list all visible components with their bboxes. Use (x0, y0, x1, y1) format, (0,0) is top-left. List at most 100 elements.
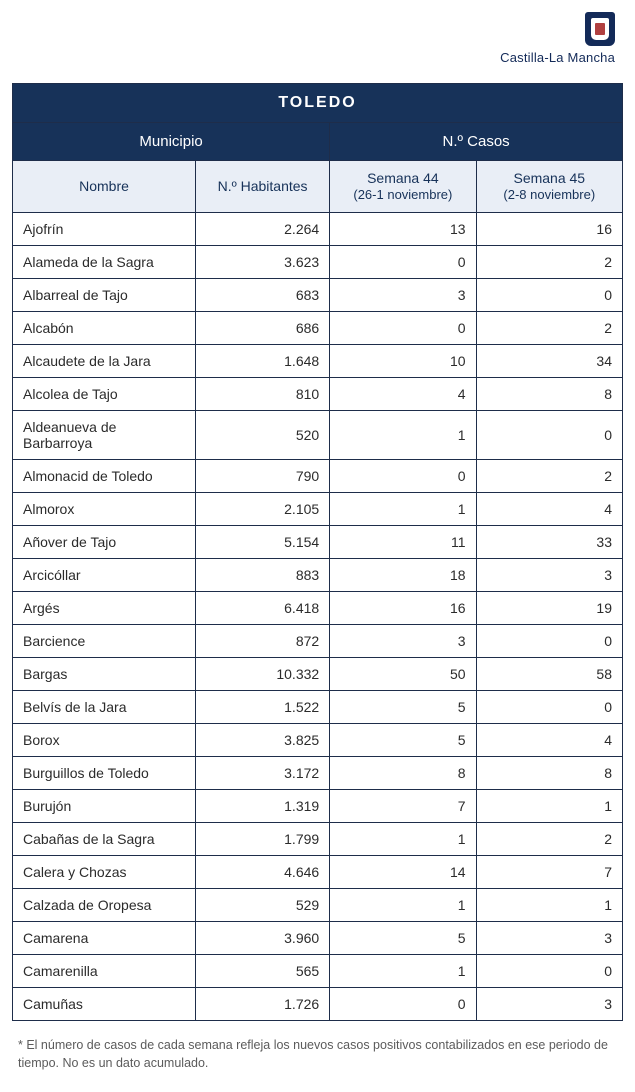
table-row: Borox3.82554 (13, 724, 623, 757)
cell-name: Argés (13, 592, 196, 625)
table-row: Camarenilla56510 (13, 955, 623, 988)
cell-week1: 18 (330, 559, 476, 592)
table-row: Añover de Tajo5.1541133 (13, 526, 623, 559)
cell-week2: 1 (476, 889, 622, 922)
cell-week1: 0 (330, 988, 476, 1021)
cell-pop: 529 (196, 889, 330, 922)
cell-week1: 50 (330, 658, 476, 691)
cell-week1: 0 (330, 460, 476, 493)
cell-pop: 565 (196, 955, 330, 988)
cell-week1: 10 (330, 345, 476, 378)
table-row: Burguillos de Toledo3.17288 (13, 757, 623, 790)
cell-week2: 58 (476, 658, 622, 691)
cell-name: Alcolea de Tajo (13, 378, 196, 411)
cell-name: Albarreal de Tajo (13, 279, 196, 312)
cell-pop: 3.825 (196, 724, 330, 757)
cell-week1: 3 (330, 625, 476, 658)
cell-week2: 0 (476, 279, 622, 312)
table-row: Burujón1.31971 (13, 790, 623, 823)
table-row: Calzada de Oropesa52911 (13, 889, 623, 922)
table-head: TOLEDO Municipio N.º Casos Nombre N.º Ha… (13, 84, 623, 213)
cell-name: Burujón (13, 790, 196, 823)
table-row: Camuñas1.72603 (13, 988, 623, 1021)
cell-pop: 1.319 (196, 790, 330, 823)
cell-pop: 686 (196, 312, 330, 345)
cell-week1: 0 (330, 312, 476, 345)
cell-week1: 0 (330, 246, 476, 279)
cell-week1: 3 (330, 279, 476, 312)
col-header-week2-main: Semana 45 (513, 170, 585, 186)
table-row: Cabañas de la Sagra1.79912 (13, 823, 623, 856)
cell-pop: 883 (196, 559, 330, 592)
cell-week2: 19 (476, 592, 622, 625)
cell-name: Ajofrín (13, 213, 196, 246)
cell-week2: 3 (476, 922, 622, 955)
brand-logo: Castilla-La Mancha (12, 12, 615, 65)
cell-pop: 1.799 (196, 823, 330, 856)
cell-name: Cabañas de la Sagra (13, 823, 196, 856)
col-header-week1-main: Semana 44 (367, 170, 439, 186)
cell-name: Aldeanueva de Barbarroya (13, 411, 196, 460)
cell-week2: 16 (476, 213, 622, 246)
cell-week1: 14 (330, 856, 476, 889)
cell-name: Alcaudete de la Jara (13, 345, 196, 378)
table-row: Albarreal de Tajo68330 (13, 279, 623, 312)
cell-pop: 683 (196, 279, 330, 312)
cell-week2: 4 (476, 724, 622, 757)
cell-name: Camuñas (13, 988, 196, 1021)
cell-pop: 810 (196, 378, 330, 411)
cell-week2: 34 (476, 345, 622, 378)
cell-week2: 3 (476, 559, 622, 592)
cell-name: Alameda de la Sagra (13, 246, 196, 279)
group-municipio: Municipio (13, 123, 330, 161)
cell-name: Almorox (13, 493, 196, 526)
cell-name: Arcicóllar (13, 559, 196, 592)
col-header-pop: N.º Habitantes (196, 161, 330, 213)
cell-pop: 790 (196, 460, 330, 493)
cell-name: Borox (13, 724, 196, 757)
cell-name: Calera y Chozas (13, 856, 196, 889)
cell-name: Barcience (13, 625, 196, 658)
cases-table: TOLEDO Municipio N.º Casos Nombre N.º Ha… (12, 83, 623, 1021)
table-row: Arcicóllar883183 (13, 559, 623, 592)
cell-name: Calzada de Oropesa (13, 889, 196, 922)
cell-pop: 4.646 (196, 856, 330, 889)
cell-pop: 3.960 (196, 922, 330, 955)
cell-week2: 4 (476, 493, 622, 526)
cell-pop: 10.332 (196, 658, 330, 691)
cell-week1: 5 (330, 691, 476, 724)
cell-pop: 872 (196, 625, 330, 658)
table-row: Belvís de la Jara1.52250 (13, 691, 623, 724)
table-row: Barcience87230 (13, 625, 623, 658)
col-header-week2: Semana 45 (2-8 noviembre) (476, 161, 622, 213)
cell-week2: 2 (476, 823, 622, 856)
cell-name: Camarenilla (13, 955, 196, 988)
cell-week1: 1 (330, 889, 476, 922)
table-row: Alcaudete de la Jara1.6481034 (13, 345, 623, 378)
cell-name: Añover de Tajo (13, 526, 196, 559)
cell-week1: 5 (330, 922, 476, 955)
cell-week2: 7 (476, 856, 622, 889)
cell-name: Bargas (13, 658, 196, 691)
cell-week2: 2 (476, 246, 622, 279)
cell-name: Camarena (13, 922, 196, 955)
col-header-week1-sub: (26-1 noviembre) (334, 187, 471, 204)
cell-week1: 7 (330, 790, 476, 823)
cell-week2: 2 (476, 312, 622, 345)
cell-week2: 8 (476, 378, 622, 411)
cell-week1: 16 (330, 592, 476, 625)
cell-week1: 1 (330, 411, 476, 460)
table-row: Camarena3.96053 (13, 922, 623, 955)
table-row: Alcabón68602 (13, 312, 623, 345)
cell-name: Belvís de la Jara (13, 691, 196, 724)
cell-week1: 5 (330, 724, 476, 757)
cell-week1: 13 (330, 213, 476, 246)
cell-week2: 1 (476, 790, 622, 823)
cell-name: Almonacid de Toledo (13, 460, 196, 493)
cell-pop: 2.264 (196, 213, 330, 246)
table-body: Ajofrín2.2641316Alameda de la Sagra3.623… (13, 213, 623, 1021)
cell-week1: 4 (330, 378, 476, 411)
cell-week2: 33 (476, 526, 622, 559)
cell-week2: 0 (476, 691, 622, 724)
table-row: Alameda de la Sagra3.62302 (13, 246, 623, 279)
